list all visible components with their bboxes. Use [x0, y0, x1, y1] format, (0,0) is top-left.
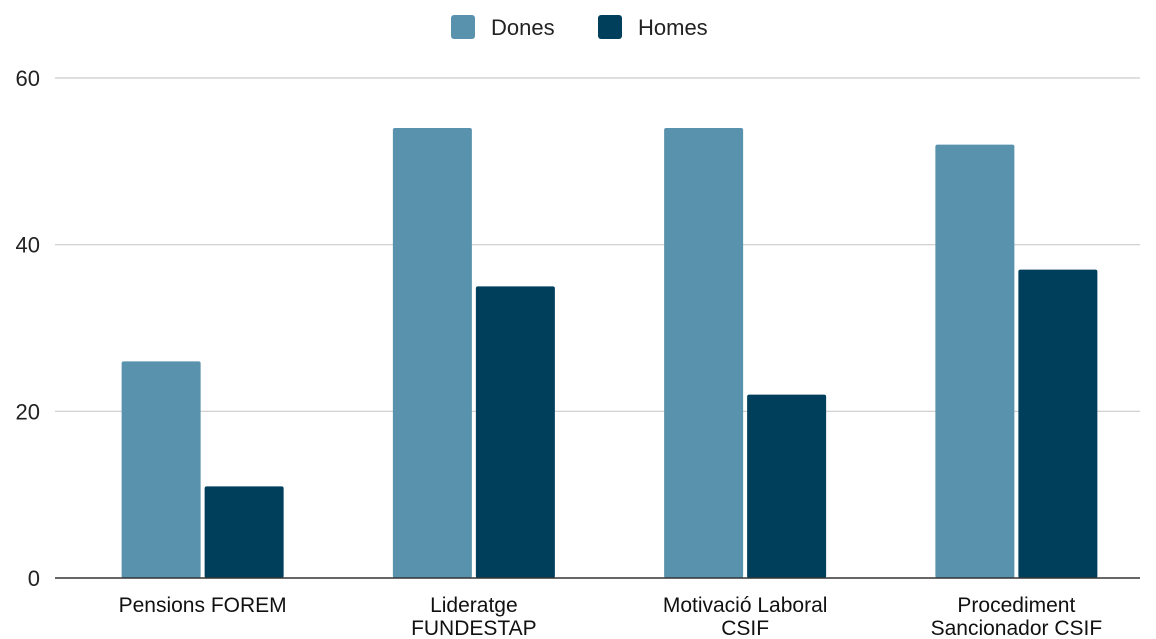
- bar-homes-1: [475, 286, 555, 578]
- legend-swatch-dones: [451, 15, 475, 39]
- y-tick-label: 40: [16, 233, 40, 258]
- y-tick-label: 60: [16, 66, 40, 91]
- bar-dones-2: [664, 128, 744, 578]
- bar-dones-0: [121, 361, 201, 578]
- x-category-label: Motivació Laboral: [663, 594, 828, 617]
- y-tick-label: 0: [28, 566, 40, 591]
- legend-label-homes: Homes: [638, 15, 708, 40]
- bar-homes-2: [747, 394, 827, 578]
- x-category-label: FUNDESTAP: [411, 617, 537, 639]
- legend-swatch-homes: [598, 15, 622, 39]
- x-category-label: Procediment: [957, 594, 1075, 617]
- x-category-label: CSIF: [721, 617, 769, 639]
- bar-homes-3: [1018, 269, 1098, 578]
- bar-dones-1: [392, 128, 472, 578]
- bar-homes-0: [204, 486, 284, 578]
- legend: Dones Homes: [451, 15, 708, 40]
- legend-label-dones: Dones: [491, 15, 555, 40]
- x-category-label: Pensions FOREM: [119, 594, 287, 617]
- bar-dones-3: [935, 144, 1015, 578]
- y-tick-label: 20: [16, 399, 40, 424]
- bars: [121, 128, 1098, 578]
- x-category-label: Sancionador CSIF: [931, 617, 1103, 639]
- x-category-label: Lideratge: [430, 594, 518, 617]
- y-axis-ticks: 0 20 40 60: [16, 66, 40, 591]
